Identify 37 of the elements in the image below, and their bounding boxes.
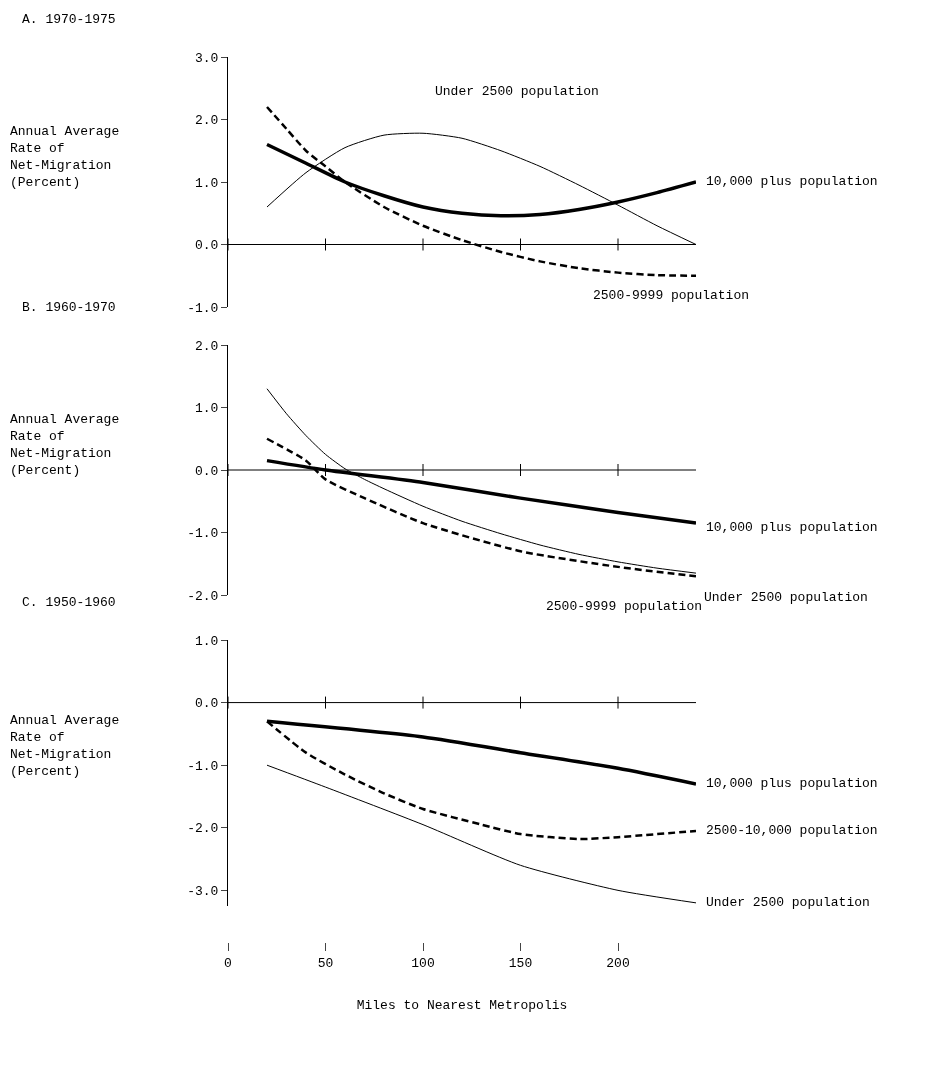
series-label: 10,000 plus population [706, 174, 878, 189]
y-tick-label: 1.0 [194, 401, 219, 417]
y-tick-label: 0.0 [194, 696, 219, 712]
y-tick-label: 0.0 [194, 238, 219, 254]
y-tick-label: -2.0 [187, 821, 219, 837]
y-tick-label: 1.0 [194, 633, 219, 649]
text: Under 2500 population [435, 84, 599, 99]
y-tick-label: -1.0 [187, 300, 219, 316]
y-tick-label: 1.0 [194, 175, 219, 191]
y-tick-label: 0.0 [194, 463, 219, 479]
y-tick-label: -1.0 [187, 758, 219, 774]
series-label: Under 2500 population [704, 590, 868, 605]
x-tick-label: 150 [508, 955, 533, 971]
y-tick-label: 3.0 [194, 50, 219, 66]
y-tick-label: -1.0 [187, 526, 219, 542]
text: A. 1970-1975 [22, 12, 116, 27]
y-axis-title: Annual Average Rate of Net-Migration (Percent) [10, 713, 120, 779]
text: C. 1950-1960 [22, 595, 116, 610]
series-label: Under 2500 population [706, 895, 870, 910]
y-axis-title: Annual Average Rate of Net-Migration (Percent) [10, 412, 120, 478]
series-label: 10,000 plus population [706, 776, 878, 791]
series-label: 2500-10,000 population [706, 823, 878, 838]
text: B. 1960-1970 [22, 300, 116, 315]
x-tick-label: 0 [224, 955, 232, 971]
y-tick-label: -3.0 [187, 883, 219, 899]
line-series [266, 764, 696, 904]
x-axis-title: Miles to Nearest Metropolis [356, 998, 568, 1014]
series-label: 2500-9999 population [546, 599, 703, 614]
x-tick-label: 100 [411, 955, 435, 971]
x-tick-label: 200 [606, 955, 630, 971]
y-tick-label: 2.0 [194, 113, 219, 129]
series-label: 2500-9999 population [593, 288, 750, 303]
y-tick-label: -2.0 [187, 588, 219, 604]
series-label: 10,000 plus population [706, 520, 878, 535]
y-axis-title: Annual Average Rate of Net-Migration (Percent) [10, 124, 120, 190]
x-tick-label: 50 [317, 955, 334, 971]
y-tick-label: 2.0 [194, 338, 219, 354]
